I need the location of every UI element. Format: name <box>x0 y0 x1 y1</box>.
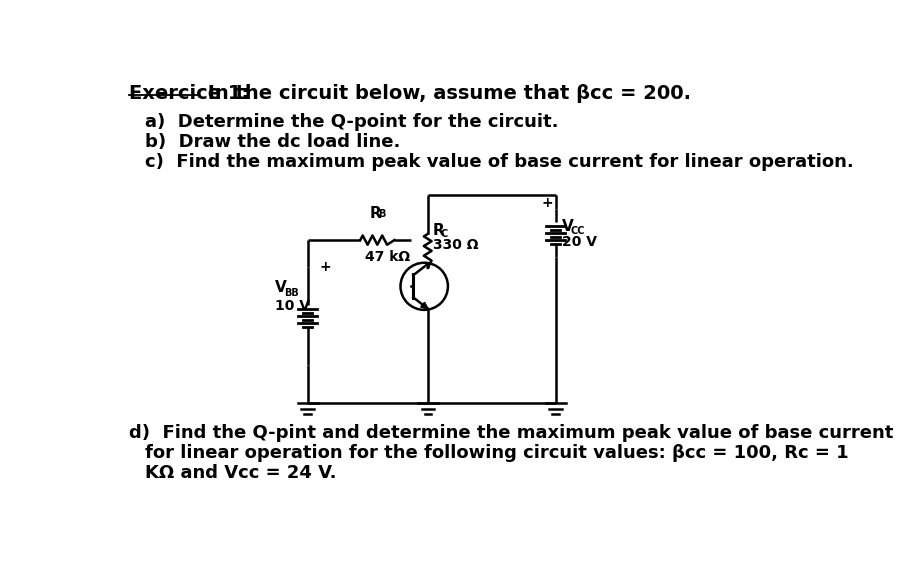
Text: d)  Find the Q-pint and determine the maximum peak value of base current: d) Find the Q-pint and determine the max… <box>129 424 893 442</box>
Text: B: B <box>378 209 386 219</box>
Text: R: R <box>433 223 445 238</box>
Text: b)  Draw the dc load line.: b) Draw the dc load line. <box>145 133 401 151</box>
Text: V: V <box>275 280 287 295</box>
Text: KΩ and Vᴄᴄ = 24 V.: KΩ and Vᴄᴄ = 24 V. <box>145 464 336 482</box>
Text: BB: BB <box>284 288 299 298</box>
Text: 330 Ω: 330 Ω <box>433 238 479 253</box>
Text: In the circuit below, assume that βᴄᴄ = 200.: In the circuit below, assume that βᴄᴄ = … <box>200 84 690 103</box>
Text: +: + <box>542 196 553 210</box>
Text: R: R <box>369 206 381 221</box>
Text: 10 V: 10 V <box>275 299 310 312</box>
Text: CC: CC <box>570 226 585 236</box>
Text: 20 V: 20 V <box>562 235 597 249</box>
Text: a)  Determine the Q-point for the circuit.: a) Determine the Q-point for the circuit… <box>145 113 558 131</box>
Text: C: C <box>441 229 449 239</box>
Text: Exercice 1:: Exercice 1: <box>129 84 249 103</box>
Text: V: V <box>562 219 573 234</box>
Text: c)  Find the maximum peak value of base current for linear operation.: c) Find the maximum peak value of base c… <box>145 153 854 171</box>
Text: 47 kΩ: 47 kΩ <box>365 250 410 264</box>
Text: +: + <box>319 260 330 274</box>
Text: for linear operation for the following circuit values: βᴄᴄ = 100, Rᴄ = 1: for linear operation for the following c… <box>145 444 848 462</box>
Polygon shape <box>421 302 428 309</box>
